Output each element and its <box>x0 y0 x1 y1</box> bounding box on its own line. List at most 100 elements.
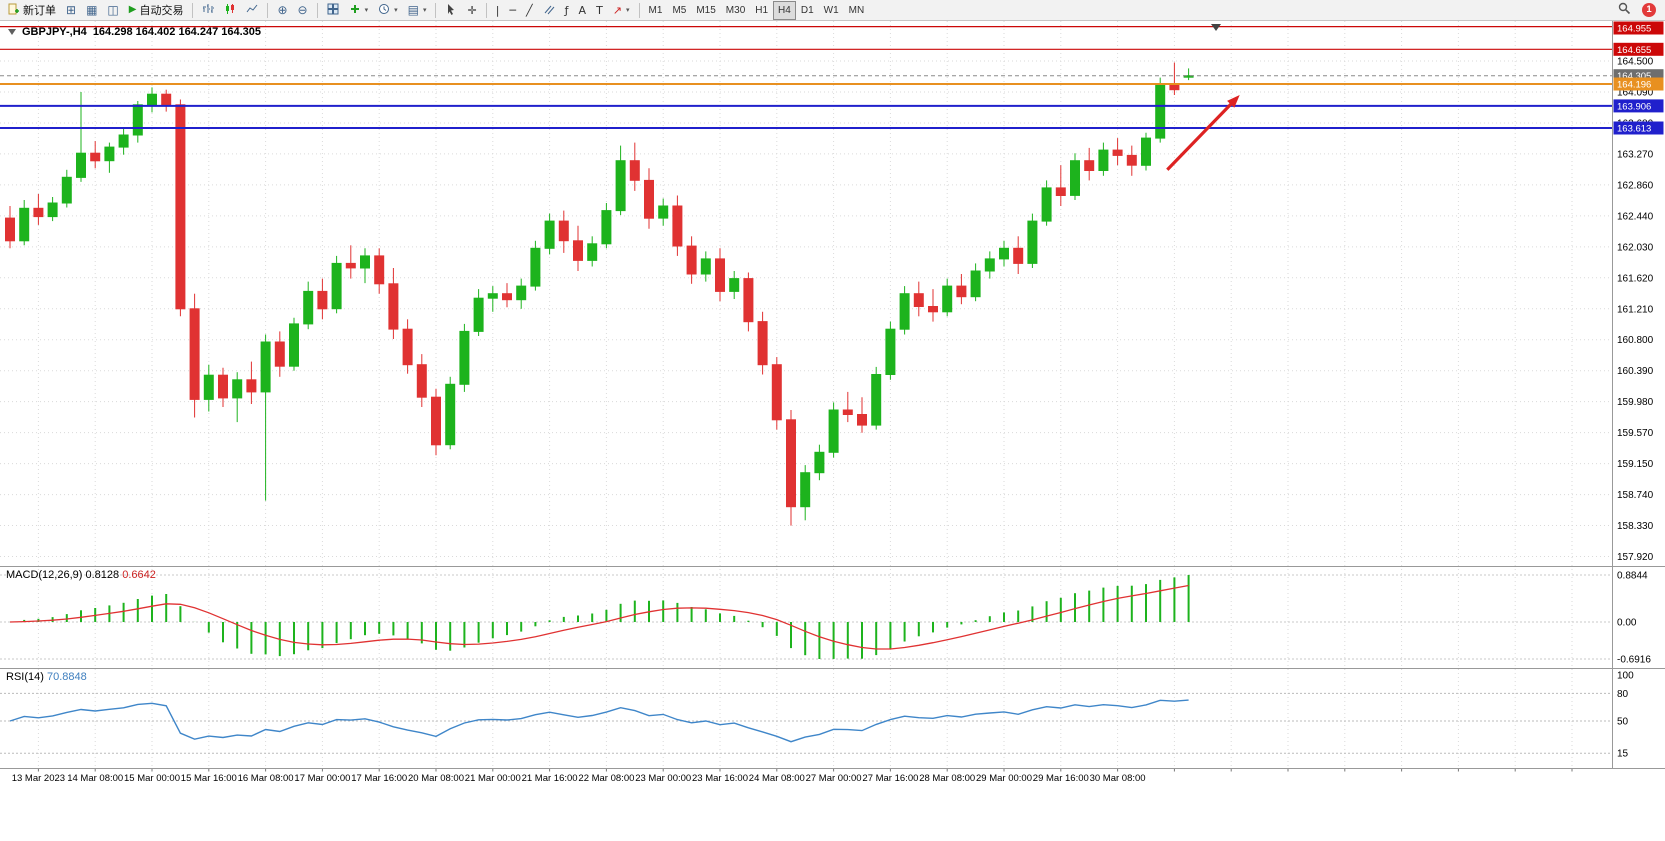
candle-body <box>771 364 782 421</box>
macd-main-value: 0.8128 <box>85 569 120 581</box>
candle-body <box>715 258 725 292</box>
timeframe-m1-button[interactable]: M1 <box>644 1 668 20</box>
timeframe-d1-button[interactable]: D1 <box>796 1 819 20</box>
toolbar-separator <box>267 2 269 18</box>
price-axis-label: 161.210 <box>1617 304 1654 315</box>
text-tool-button[interactable]: A <box>574 1 592 20</box>
candle-body <box>1013 247 1024 264</box>
bar-chart-mode-button[interactable] <box>197 1 219 20</box>
candle-body <box>76 152 86 178</box>
candle-body <box>729 278 740 292</box>
price-tag <box>1613 121 1664 135</box>
line-chart-mode-button[interactable] <box>241 1 263 20</box>
channel-tool-button[interactable] <box>538 1 560 20</box>
candle-body <box>1027 220 1038 264</box>
candle-body <box>984 258 995 272</box>
candle-body <box>473 297 484 332</box>
candle-body <box>132 104 143 136</box>
candle-body <box>19 207 30 242</box>
time-axis-label: 22 Mar 08:00 <box>578 773 634 784</box>
chart-symbol-period: GBPJPY-,H4 <box>22 26 87 38</box>
candle-body <box>374 255 385 285</box>
candle-body <box>644 179 654 219</box>
candle-body <box>360 255 370 269</box>
time-axis-label: 27 Mar 16:00 <box>862 773 918 784</box>
price-axis-label: 163.270 <box>1617 149 1654 160</box>
crosshair-icon: ✛ <box>467 3 477 17</box>
trend-arrow-line[interactable] <box>1166 99 1236 171</box>
toolbar-separator <box>638 2 640 18</box>
rsi-value: 70.8848 <box>46 671 87 683</box>
auto-trading-button[interactable]: ▶ 自动交易 <box>124 1 189 20</box>
new-order-label: 新订单 <box>23 5 56 17</box>
auto-trading-label: 自动交易 <box>139 5 184 17</box>
time-axis-label: 15 Mar 00:00 <box>124 773 180 784</box>
search-button[interactable] <box>1613 1 1636 20</box>
notification-badge[interactable]: 1 <box>1642 3 1656 17</box>
timeframe-mn-button[interactable]: MN <box>844 1 870 20</box>
candle-body <box>147 93 157 106</box>
timeframe-h1-button[interactable]: H1 <box>750 1 773 20</box>
candle-body <box>345 262 356 269</box>
candle-body <box>1112 149 1123 156</box>
timeframe-m15-button[interactable]: M15 <box>691 1 720 20</box>
arrows-tool-button[interactable]: ↗ ▾ <box>608 1 635 20</box>
auto-trading-play-icon: ▶ <box>128 4 137 15</box>
toolbar-right-group: 1 <box>1613 1 1662 20</box>
time-axis-label: 17 Mar 16:00 <box>351 773 407 784</box>
time-axis-label: 23 Mar 00:00 <box>635 773 691 784</box>
label-tool-button[interactable]: T <box>591 1 608 20</box>
profiles-button[interactable]: ▦ <box>81 1 102 20</box>
zoom-in-button[interactable]: ⊕ <box>272 1 292 20</box>
candle-body <box>118 134 129 148</box>
tile-windows-button[interactable] <box>322 1 344 20</box>
zoom-in-icon: ⊕ <box>277 3 288 17</box>
vertical-line-tool-button[interactable]: | <box>491 1 505 20</box>
market-watch-button[interactable]: ◫ <box>102 1 123 20</box>
macd-name: MACD(12,26,9) <box>6 569 83 581</box>
templates-button[interactable]: ▤ ▾ <box>403 1 432 20</box>
horizontal-line-tool-button[interactable]: ─ <box>504 1 521 20</box>
one-click-trading-toggle-icon[interactable] <box>8 29 16 35</box>
timeframe-w1-button[interactable]: W1 <box>819 1 844 20</box>
price-tag-label: 164.655 <box>1617 45 1651 56</box>
timeframe-m30-button[interactable]: M30 <box>721 1 750 20</box>
fibonacci-tool-button[interactable]: ƒ <box>560 1 574 20</box>
price-tag <box>1613 21 1664 35</box>
candle-body <box>857 414 867 426</box>
price-axis-label: 158.740 <box>1617 490 1654 501</box>
candle-body <box>1155 84 1166 139</box>
crosshair-tool-button[interactable]: ✛ <box>462 1 481 20</box>
candlestick-mode-button[interactable] <box>219 1 241 20</box>
candle-body <box>800 472 811 508</box>
cursor-icon <box>445 3 457 18</box>
price-axis-label: 160.390 <box>1617 366 1654 377</box>
current-price-tag-label: 164.305 <box>1617 71 1651 82</box>
candle-body <box>558 220 569 242</box>
chart-canvas[interactable]: 164.500164.090163.680163.270162.860162.4… <box>0 21 1665 841</box>
price-axis-label: 158.330 <box>1617 521 1654 532</box>
timeframe-m5-button[interactable]: M5 <box>667 1 691 20</box>
candle-body <box>246 379 257 393</box>
price-axis-label: 161.620 <box>1617 273 1654 284</box>
candle-body <box>274 341 285 367</box>
periods-button[interactable]: ▾ <box>373 1 403 20</box>
macd-indicator-label: MACD(12,26,9) 0.8128 0.6642 <box>6 569 156 581</box>
candle-body <box>1098 149 1109 172</box>
charts-button[interactable]: ⊞ <box>61 1 81 20</box>
candle-body <box>161 93 172 106</box>
zoom-out-button[interactable]: ⊖ <box>293 1 313 20</box>
chart-shift-marker[interactable] <box>1211 24 1221 31</box>
trendline-tool-button[interactable]: ╱ <box>521 1 538 20</box>
timeframe-h4-button[interactable]: H4 <box>773 0 796 20</box>
price-axis-label: 159.570 <box>1617 428 1654 439</box>
toolbar-separator <box>316 2 318 18</box>
cursor-tool-button[interactable] <box>440 1 462 20</box>
trend-arrow-head[interactable] <box>1227 95 1240 108</box>
candle-body <box>587 243 598 261</box>
rsi-axis-label: 100 <box>1617 671 1634 682</box>
new-order-button[interactable]: 新订单 <box>3 1 61 20</box>
indicators-button[interactable]: ▾ <box>344 1 374 20</box>
candle-body <box>757 321 768 366</box>
candle-body <box>47 202 58 218</box>
